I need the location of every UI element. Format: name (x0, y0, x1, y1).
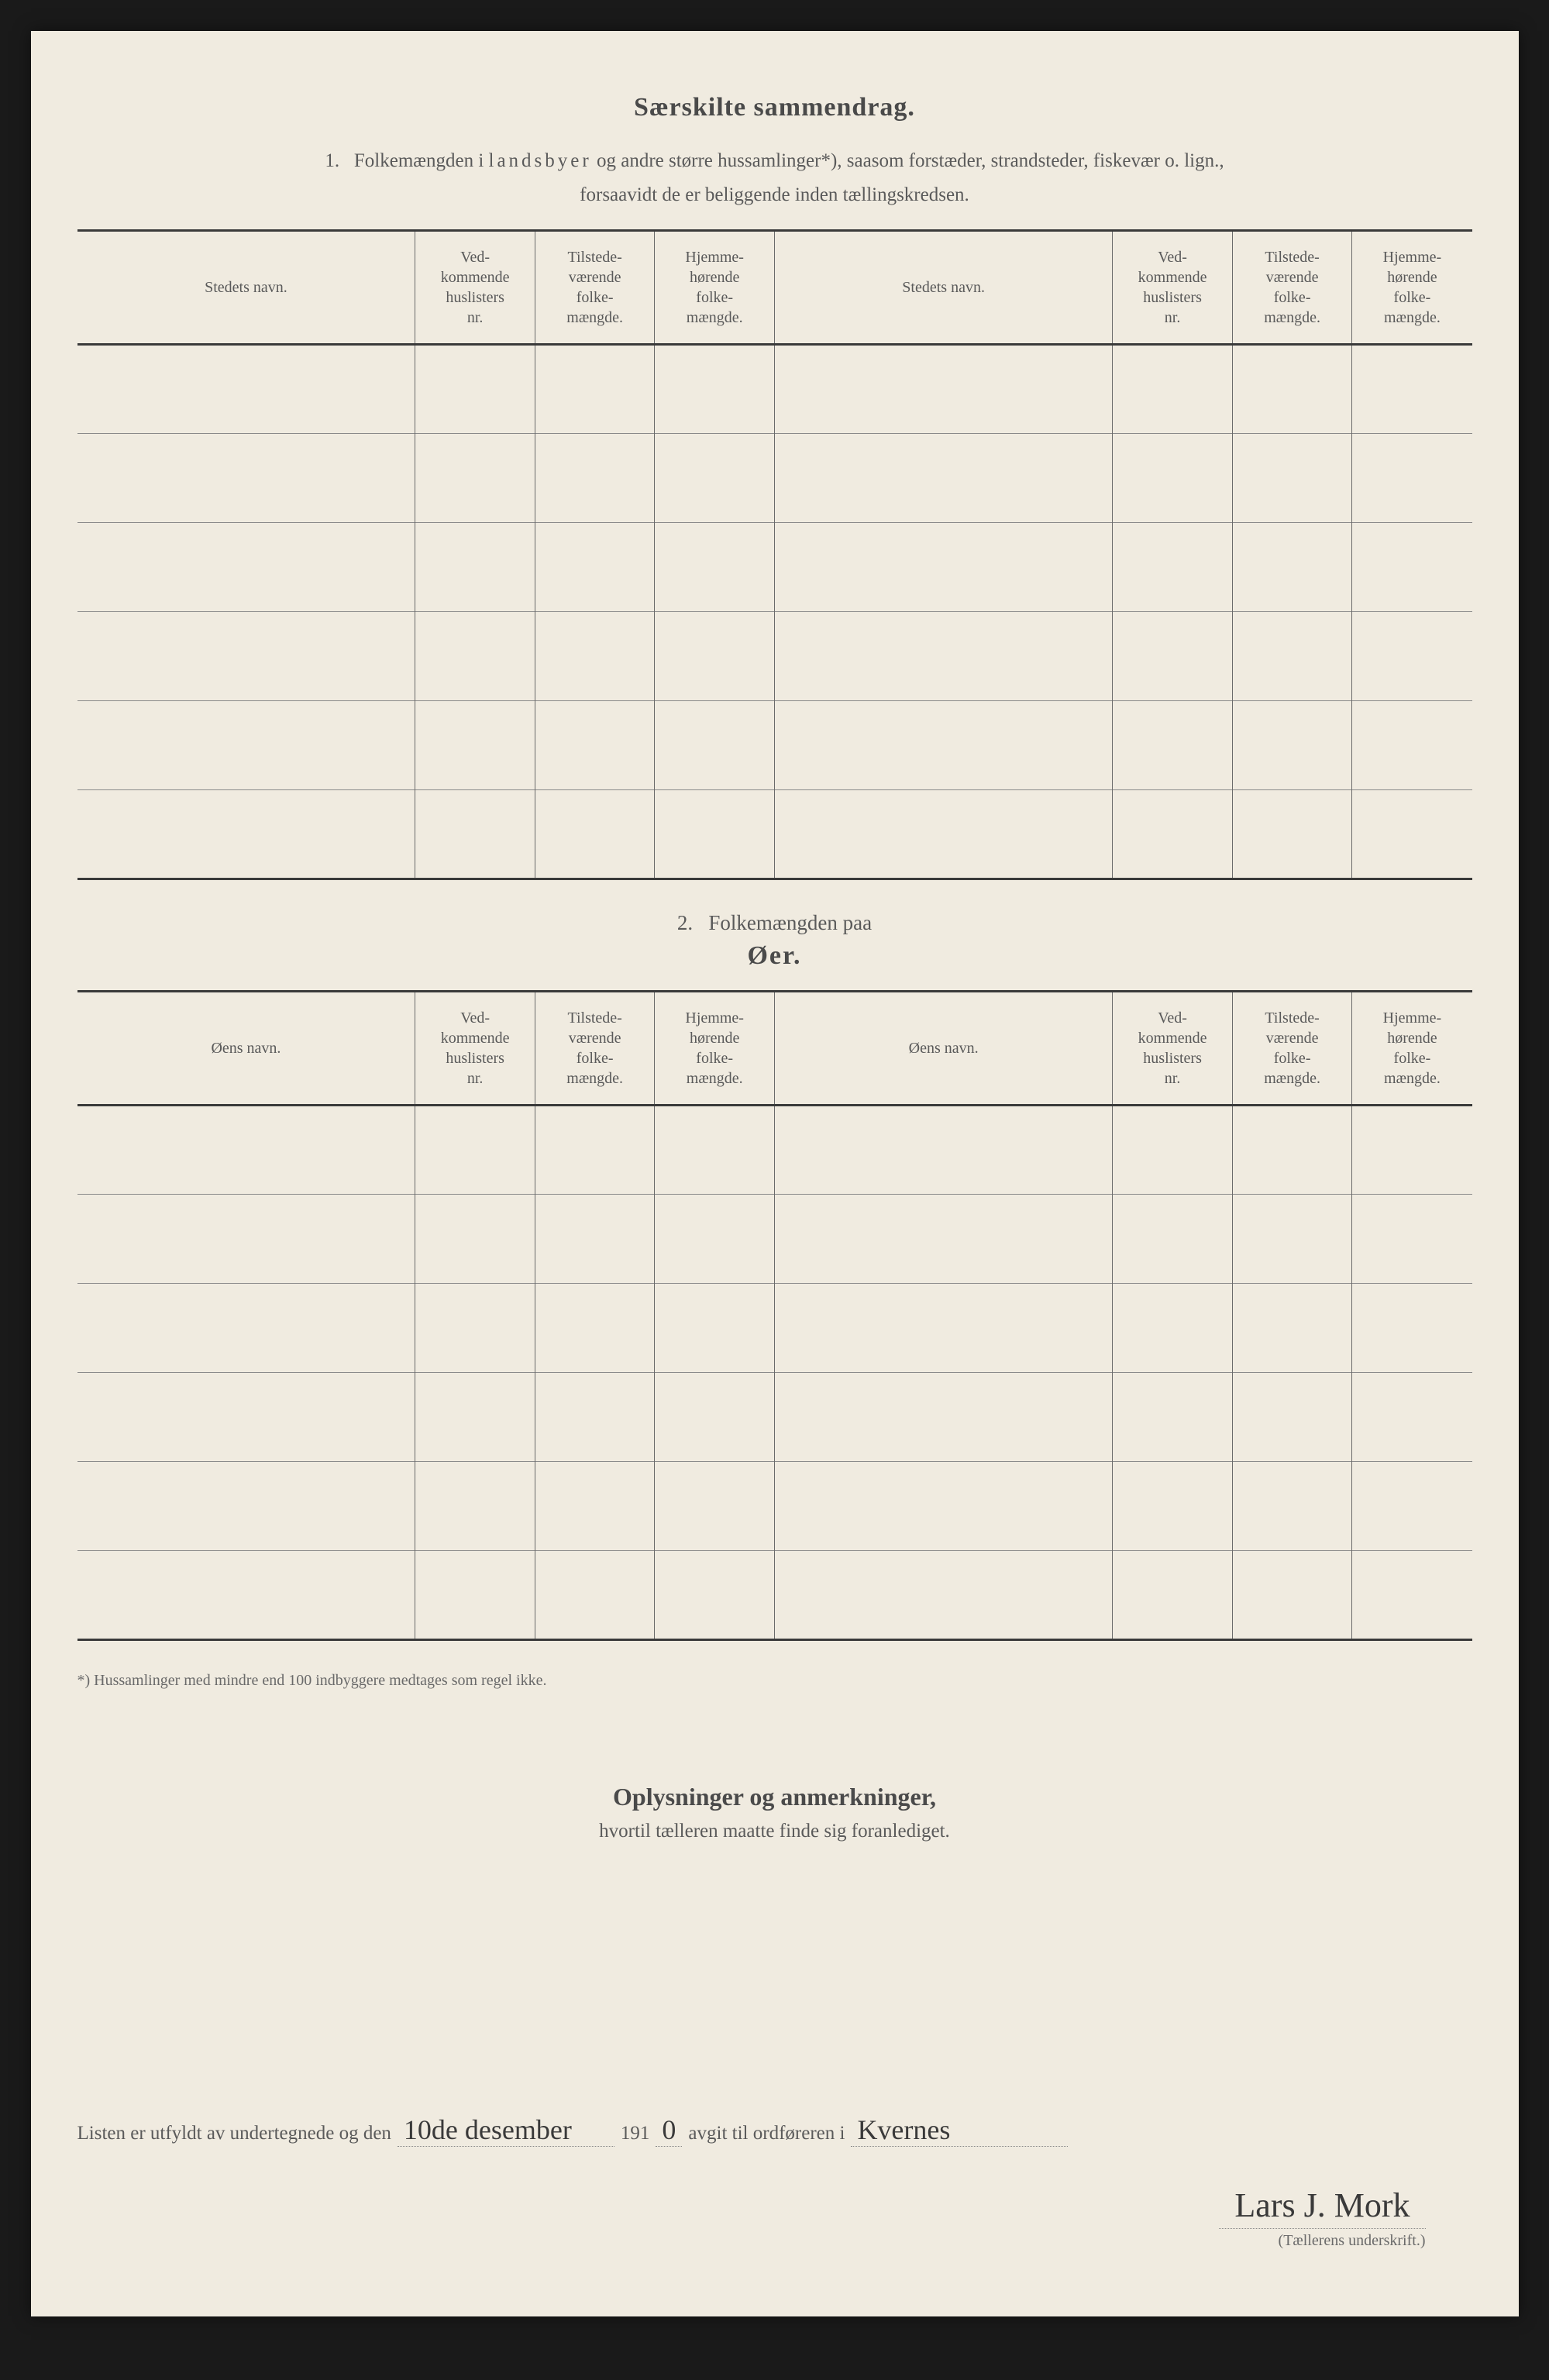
footnote: *) Hussamlinger med mindre end 100 indby… (77, 1672, 1472, 1690)
section1-spaced: landsbyer (489, 150, 592, 171)
signature-label: (Tællerens underskrift.) (77, 2232, 1426, 2250)
table-row (77, 523, 1472, 612)
table-row (77, 1106, 1472, 1195)
signature-line: Listen er utfyldt av undertegnede og den… (77, 2113, 1472, 2147)
section2-number: 2. (677, 911, 693, 934)
section2-title: 2. Folkemængden paa (77, 911, 1472, 935)
table2-col-huslisters-left: Ved-kommendehuslistersnr. (415, 992, 535, 1106)
table-row (77, 701, 1472, 790)
table1-col-tilstede-right: Tilstede-værendefolke-mængde. (1232, 231, 1352, 345)
section2-text: Folkemængden paa (708, 911, 872, 934)
signature-year-suffix: 0 (656, 2113, 682, 2147)
table-row (77, 1195, 1472, 1284)
table-row (77, 1462, 1472, 1551)
table2-col-tilstede-right: Tilstede-værendefolke-mængde. (1232, 992, 1352, 1106)
table1-body (77, 345, 1472, 879)
signature-date: 10de desember (398, 2113, 614, 2147)
main-title: Særskilte sammendrag. (77, 93, 1472, 122)
table2-col-oens-navn-right: Øens navn. (774, 992, 1112, 1106)
table1-col-stedets-navn-right: Stedets navn. (774, 231, 1112, 345)
table1-col-hjemme-left: Hjemme-hørendefolke-mængde. (655, 231, 775, 345)
signature-name: Lars J. Mork (1219, 2186, 1425, 2229)
table-row (77, 1373, 1472, 1462)
table2-col-hjemme-right: Hjemme-hørendefolke-mængde. (1352, 992, 1472, 1106)
table1: Stedets navn. Ved-kommendehuslistersnr. … (77, 229, 1472, 880)
signature-block: Lars J. Mork (Tællerens underskrift.) (77, 2186, 1472, 2250)
table2-col-tilstede-left: Tilstede-værendefolke-mængde. (535, 992, 655, 1106)
table1-header-row: Stedets navn. Ved-kommendehuslistersnr. … (77, 231, 1472, 345)
table-row (77, 790, 1472, 879)
table-row (77, 612, 1472, 701)
table-row (77, 345, 1472, 434)
table1-col-stedets-navn-left: Stedets navn. (77, 231, 415, 345)
section1-subtitle-line2: forsaavidt de er beliggende inden tællin… (77, 184, 1472, 206)
signature-middle: avgit til ordføreren i (688, 2123, 845, 2144)
section1-text1: Folkemængden i (354, 150, 489, 171)
section1-subtitle: 1. Folkemængden i landsbyer og andre stø… (77, 146, 1472, 177)
table2-col-hjemme-left: Hjemme-hørendefolke-mængde. (655, 992, 775, 1106)
table2-col-huslisters-right: Ved-kommendehuslistersnr. (1113, 992, 1233, 1106)
signature-prefix: Listen er utfyldt av undertegnede og den (77, 2123, 391, 2144)
table2-body (77, 1106, 1472, 1640)
section1-text2: og andre større hussamlinger*), saasom f… (592, 150, 1224, 171)
table-row (77, 434, 1472, 523)
table1-col-hjemme-right: Hjemme-hørendefolke-mængde. (1352, 231, 1472, 345)
table1-col-huslisters-right: Ved-kommendehuslistersnr. (1113, 231, 1233, 345)
table-row (77, 1284, 1472, 1373)
signature-place: Kvernes (851, 2113, 1068, 2147)
table2-col-oens-navn-left: Øens navn. (77, 992, 415, 1106)
document-page: Særskilte sammendrag. 1. Folkemængden i … (31, 31, 1519, 2316)
table1-container: Stedets navn. Ved-kommendehuslistersnr. … (77, 229, 1472, 880)
section3-title: Oplysninger og anmerkninger, (77, 1783, 1472, 1811)
table1-col-tilstede-left: Tilstede-værendefolke-mængde. (535, 231, 655, 345)
section2-heading: Øer. (77, 941, 1472, 971)
section3-subtitle: hvortil tælleren maatte finde sig foranl… (77, 1821, 1472, 1842)
table2-header-row: Øens navn. Ved-kommendehuslistersnr. Til… (77, 992, 1472, 1106)
section1-number: 1. (325, 150, 339, 171)
table2: Øens navn. Ved-kommendehuslistersnr. Til… (77, 990, 1472, 1641)
table1-col-huslisters-left: Ved-kommendehuslistersnr. (415, 231, 535, 345)
signature-year-prefix: 191 (621, 2123, 650, 2144)
table-row (77, 1551, 1472, 1640)
table2-container: Øens navn. Ved-kommendehuslistersnr. Til… (77, 990, 1472, 1641)
